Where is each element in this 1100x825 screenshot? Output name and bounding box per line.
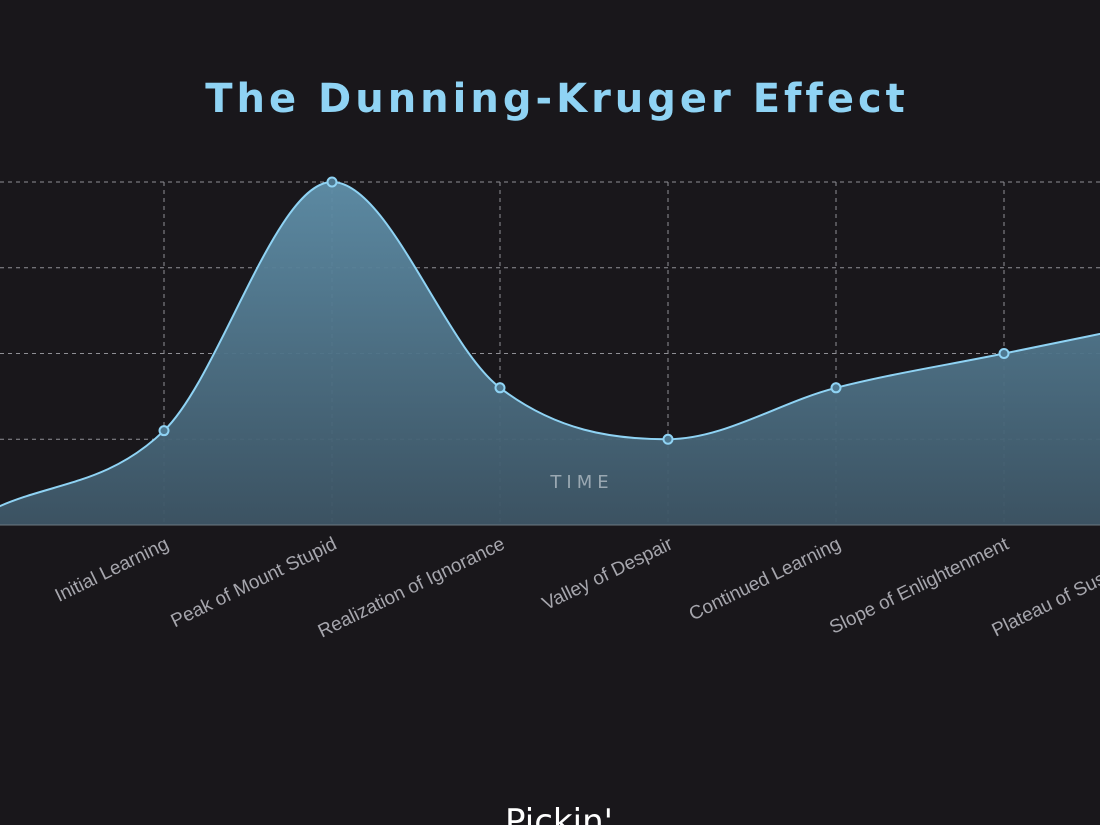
area-fill bbox=[0, 182, 1100, 525]
data-point bbox=[158, 425, 170, 437]
x-tick-label: Peak of Mount Stupid bbox=[168, 534, 340, 633]
x-axis-label: TIME bbox=[549, 472, 613, 493]
data-point bbox=[494, 382, 506, 394]
data-point bbox=[326, 176, 338, 188]
x-tick-label: Slope of Enlightenment bbox=[826, 533, 1012, 638]
data-point bbox=[998, 348, 1010, 359]
data-point bbox=[830, 382, 842, 394]
x-tick-label: Continued Learning bbox=[686, 534, 844, 626]
x-tick-label: Valley of Despair bbox=[539, 533, 677, 615]
x-tick-label: Initial Learning bbox=[52, 534, 172, 607]
data-points bbox=[158, 176, 1010, 445]
footer-caption: Pickin' bbox=[505, 802, 613, 825]
chart-title: The Dunning-Kruger Effect bbox=[205, 76, 909, 122]
x-tick-label: Realization of Ignorance bbox=[315, 534, 508, 643]
data-point bbox=[662, 433, 674, 445]
series-line bbox=[0, 180, 1100, 508]
